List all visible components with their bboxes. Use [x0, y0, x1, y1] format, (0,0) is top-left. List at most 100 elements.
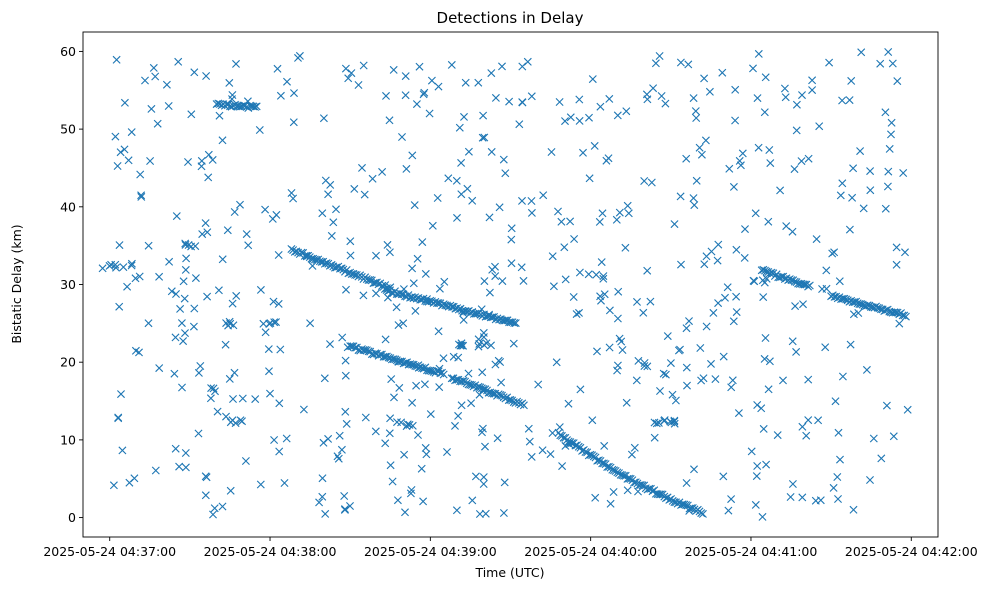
- scatter-point: [845, 96, 854, 105]
- scatter-point: [109, 481, 118, 490]
- scatter-point: [618, 346, 627, 354]
- scatter-point: [525, 437, 534, 446]
- scatter-point: [426, 410, 435, 419]
- scatter-point: [566, 217, 575, 226]
- scatter-point: [481, 442, 489, 451]
- scatter-point: [410, 201, 419, 210]
- scatter-point: [402, 164, 411, 173]
- scatter-point: [507, 235, 516, 244]
- scatter-point: [731, 85, 740, 94]
- scatter-point: [849, 505, 858, 514]
- scatter-point: [406, 489, 415, 498]
- scatter-point: [799, 300, 807, 309]
- scatter-point: [256, 285, 265, 294]
- scatter-point: [791, 302, 800, 311]
- scatter-point: [657, 92, 666, 100]
- scatter-point: [670, 220, 679, 229]
- scatter-point: [786, 493, 795, 501]
- scatter-point: [729, 317, 738, 326]
- scatter-point: [846, 340, 855, 349]
- scatter-point: [753, 94, 762, 103]
- scatter-point: [461, 307, 470, 315]
- scatter-point: [204, 150, 213, 159]
- scatter-point: [383, 293, 392, 302]
- scatter-point: [507, 259, 516, 268]
- scatter-point: [548, 429, 557, 437]
- scatter-point: [603, 463, 612, 471]
- scatter-point: [790, 165, 799, 174]
- scatter-point: [648, 487, 657, 496]
- scatter-point: [346, 251, 355, 260]
- scatter-point: [184, 158, 192, 166]
- scatter-point: [855, 300, 864, 308]
- scatter-point: [838, 179, 847, 188]
- scatter-point: [643, 266, 652, 275]
- scatter-point: [624, 209, 633, 218]
- scatter-point: [500, 316, 509, 325]
- scatter-point: [884, 48, 893, 56]
- y-tick-label: 60: [60, 44, 76, 59]
- scatter-point: [493, 434, 502, 443]
- scatter-point: [640, 177, 649, 185]
- scatter-point: [210, 504, 219, 513]
- scatter-point: [561, 275, 570, 284]
- scatter-point: [505, 97, 514, 106]
- scatter-point: [615, 208, 624, 217]
- scatter-point: [455, 123, 464, 132]
- scatter-point: [127, 259, 136, 268]
- scatter-point: [507, 224, 516, 233]
- scatter-point: [389, 65, 398, 74]
- scatter-point: [593, 347, 601, 356]
- scatter-point: [453, 213, 461, 222]
- scatter-point: [443, 448, 451, 456]
- scatter-point: [113, 162, 122, 170]
- scatter-point: [585, 113, 593, 122]
- scatter-point: [592, 270, 601, 279]
- scatter-point: [290, 89, 298, 98]
- scatter-point: [753, 462, 762, 470]
- scatter-point: [892, 260, 901, 269]
- scatter-point: [659, 369, 668, 378]
- scatter-point: [261, 205, 270, 214]
- scatter-point: [172, 290, 180, 298]
- scatter-point: [351, 343, 360, 352]
- scatter-point: [197, 156, 206, 165]
- scatter-point: [821, 343, 830, 352]
- scatter-point: [588, 416, 597, 425]
- scatter-point: [487, 147, 496, 156]
- scatter-point: [650, 433, 659, 442]
- scatter-point: [546, 450, 555, 459]
- scatter-point: [762, 274, 771, 283]
- scatter-point: [523, 57, 532, 66]
- scatter-point: [561, 117, 569, 126]
- scatter-point: [358, 163, 366, 172]
- scatter-point: [642, 90, 651, 99]
- scatter-point: [570, 235, 579, 243]
- scatter-point: [359, 291, 368, 300]
- scatter-point: [212, 100, 221, 109]
- scatter-point: [623, 201, 632, 210]
- scatter-point: [151, 72, 160, 81]
- scatter-point: [340, 505, 349, 514]
- scatter-point: [115, 241, 124, 250]
- scatter-point: [518, 196, 526, 205]
- scatter-point: [765, 269, 774, 278]
- scatter-point: [399, 319, 408, 328]
- scatter-point: [655, 490, 664, 499]
- scatter-point: [451, 421, 459, 430]
- scatter-point: [424, 366, 433, 375]
- scatter-point: [797, 157, 806, 166]
- scatter-point: [701, 136, 710, 145]
- scatter-point: [518, 62, 527, 71]
- scatter-point: [223, 226, 232, 235]
- scatter-point: [684, 60, 693, 69]
- scatter-point: [338, 333, 347, 342]
- scatter-point: [162, 80, 171, 89]
- scatter-point: [468, 496, 477, 505]
- scatter-point: [226, 319, 235, 328]
- scatter-point: [627, 450, 636, 459]
- scatter-point: [378, 167, 387, 176]
- scatter-point: [893, 77, 902, 86]
- scatter-point: [668, 390, 677, 399]
- scatter-point: [892, 243, 901, 252]
